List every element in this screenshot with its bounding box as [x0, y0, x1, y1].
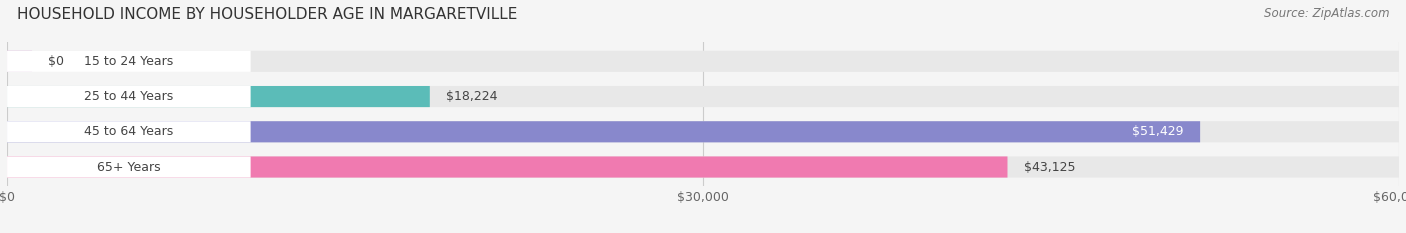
FancyBboxPatch shape: [7, 121, 1399, 142]
Text: Source: ZipAtlas.com: Source: ZipAtlas.com: [1264, 7, 1389, 20]
Text: $43,125: $43,125: [1024, 161, 1076, 174]
FancyBboxPatch shape: [7, 156, 250, 178]
FancyBboxPatch shape: [7, 51, 250, 72]
Text: $0: $0: [48, 55, 65, 68]
FancyBboxPatch shape: [7, 156, 1008, 178]
FancyBboxPatch shape: [7, 86, 1399, 107]
Text: 65+ Years: 65+ Years: [97, 161, 160, 174]
Text: 45 to 64 Years: 45 to 64 Years: [84, 125, 173, 138]
FancyBboxPatch shape: [7, 86, 250, 107]
FancyBboxPatch shape: [7, 86, 430, 107]
FancyBboxPatch shape: [7, 51, 1399, 72]
FancyBboxPatch shape: [7, 51, 32, 72]
Text: HOUSEHOLD INCOME BY HOUSEHOLDER AGE IN MARGARETVILLE: HOUSEHOLD INCOME BY HOUSEHOLDER AGE IN M…: [17, 7, 517, 22]
FancyBboxPatch shape: [7, 156, 1399, 178]
FancyBboxPatch shape: [7, 121, 1201, 142]
Text: $51,429: $51,429: [1132, 125, 1184, 138]
Text: $18,224: $18,224: [446, 90, 498, 103]
FancyBboxPatch shape: [7, 121, 250, 142]
Text: 15 to 24 Years: 15 to 24 Years: [84, 55, 173, 68]
Text: 25 to 44 Years: 25 to 44 Years: [84, 90, 173, 103]
